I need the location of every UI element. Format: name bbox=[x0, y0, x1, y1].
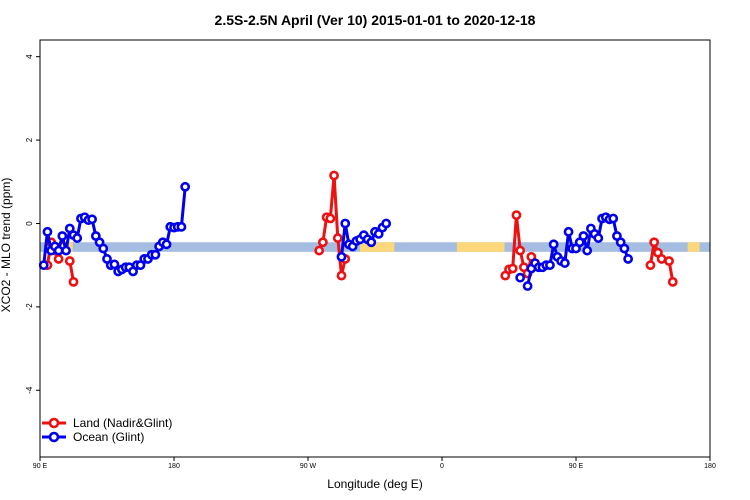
ocean-data-point bbox=[98, 243, 109, 254]
land-data-point bbox=[314, 245, 325, 256]
y-tick-label: -4 bbox=[25, 386, 34, 394]
ocean-data-point bbox=[522, 281, 533, 291]
ocean-data-point bbox=[366, 237, 377, 248]
x-tick-label: 180 bbox=[704, 463, 716, 470]
x-tick-label: 180 bbox=[168, 463, 180, 470]
axes: 90 E 180 90 W 0 90 E 180 -4 -2 0 2 4 bbox=[25, 54, 716, 470]
x-tick-label: 0 bbox=[440, 463, 444, 470]
ocean-data-point bbox=[87, 214, 98, 225]
plot-area bbox=[38, 170, 710, 291]
land-data-point bbox=[507, 263, 518, 274]
land-data-point bbox=[511, 210, 522, 221]
ocean-data-point bbox=[623, 254, 634, 264]
ocean-data-point bbox=[150, 249, 161, 260]
y-tick-label: -2 bbox=[25, 303, 34, 311]
ocean-data-point bbox=[548, 239, 559, 250]
land-data-point bbox=[515, 245, 526, 256]
x-axis-label: Longitude (deg E) bbox=[327, 477, 422, 491]
ocean-data-point bbox=[42, 226, 53, 237]
land-data-point bbox=[667, 276, 678, 287]
reference-band-highlight bbox=[687, 242, 700, 252]
reference-band-highlight bbox=[360, 242, 395, 252]
ocean-data-point bbox=[38, 260, 49, 271]
ocean-data-point bbox=[381, 218, 392, 229]
ocean-data-point bbox=[109, 259, 120, 270]
ocean-data-point bbox=[578, 231, 589, 241]
land-legend-marker bbox=[48, 417, 60, 429]
land-data-point bbox=[68, 276, 79, 287]
ocean-data-point bbox=[515, 272, 526, 283]
land-data-point bbox=[64, 256, 75, 266]
ocean-data-point bbox=[608, 213, 619, 224]
land-legend-label: Land (Nadir&Glint) bbox=[73, 416, 172, 430]
land-data-point bbox=[645, 260, 656, 271]
land-data-point bbox=[649, 237, 660, 248]
x-tick-label: 90 E bbox=[569, 463, 584, 470]
ocean-legend-marker bbox=[48, 431, 60, 443]
land-data-point bbox=[332, 233, 343, 243]
ocean-data-point bbox=[57, 231, 68, 241]
ocean-data-point bbox=[176, 221, 187, 232]
land-data-point bbox=[53, 254, 64, 264]
ocean-data-point bbox=[559, 258, 570, 268]
land-data-point bbox=[317, 237, 328, 248]
ocean-data-point bbox=[563, 226, 574, 237]
land-data-point bbox=[329, 170, 339, 181]
y-axis-label: XCO2 - MLO trend (ppm) bbox=[0, 178, 13, 313]
land-data-point bbox=[336, 270, 347, 281]
plot-frame bbox=[39, 39, 711, 458]
ocean-data-point bbox=[53, 245, 64, 256]
ocean-data-point bbox=[72, 233, 83, 243]
land-data-point bbox=[325, 213, 336, 224]
y-tick-label: 2 bbox=[25, 137, 34, 142]
ocean-data-point bbox=[61, 245, 71, 256]
ocean-data-point bbox=[545, 260, 555, 271]
ocean-data-point bbox=[161, 239, 172, 250]
ocean-data-point bbox=[619, 243, 630, 254]
land-data-point bbox=[664, 256, 674, 266]
y-tick-label: 0 bbox=[25, 221, 34, 226]
ocean-data-point bbox=[582, 245, 593, 256]
ocean-data-point bbox=[340, 218, 351, 229]
chart-title: 2.5S-2.5N April (Ver 10) 2015-01-01 to 2… bbox=[215, 12, 536, 28]
ocean-data-point bbox=[180, 181, 191, 192]
x-tick-label: 90 E bbox=[33, 463, 48, 470]
ocean-legend-label: Ocean (Glint) bbox=[73, 430, 144, 444]
y-tick-label: 4 bbox=[25, 54, 34, 59]
land-data-point bbox=[656, 254, 667, 264]
ocean-data-point bbox=[593, 233, 604, 243]
ocean-data-point bbox=[336, 251, 347, 262]
x-tick-label: 90 W bbox=[300, 463, 317, 470]
reference-band-highlight bbox=[456, 242, 505, 252]
legend: Land (Nadir&Glint)Ocean (Glint) bbox=[42, 416, 172, 444]
